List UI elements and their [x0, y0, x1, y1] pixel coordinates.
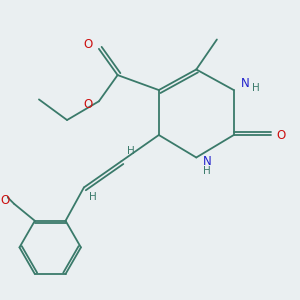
- Text: O: O: [0, 194, 10, 207]
- Text: H: H: [89, 192, 97, 202]
- Text: O: O: [84, 38, 93, 51]
- Text: H: H: [252, 83, 260, 93]
- Text: H: H: [203, 166, 211, 176]
- Text: N: N: [202, 155, 211, 168]
- Text: O: O: [276, 128, 285, 142]
- Text: N: N: [242, 77, 250, 90]
- Text: O: O: [84, 98, 93, 111]
- Text: H: H: [127, 146, 135, 156]
